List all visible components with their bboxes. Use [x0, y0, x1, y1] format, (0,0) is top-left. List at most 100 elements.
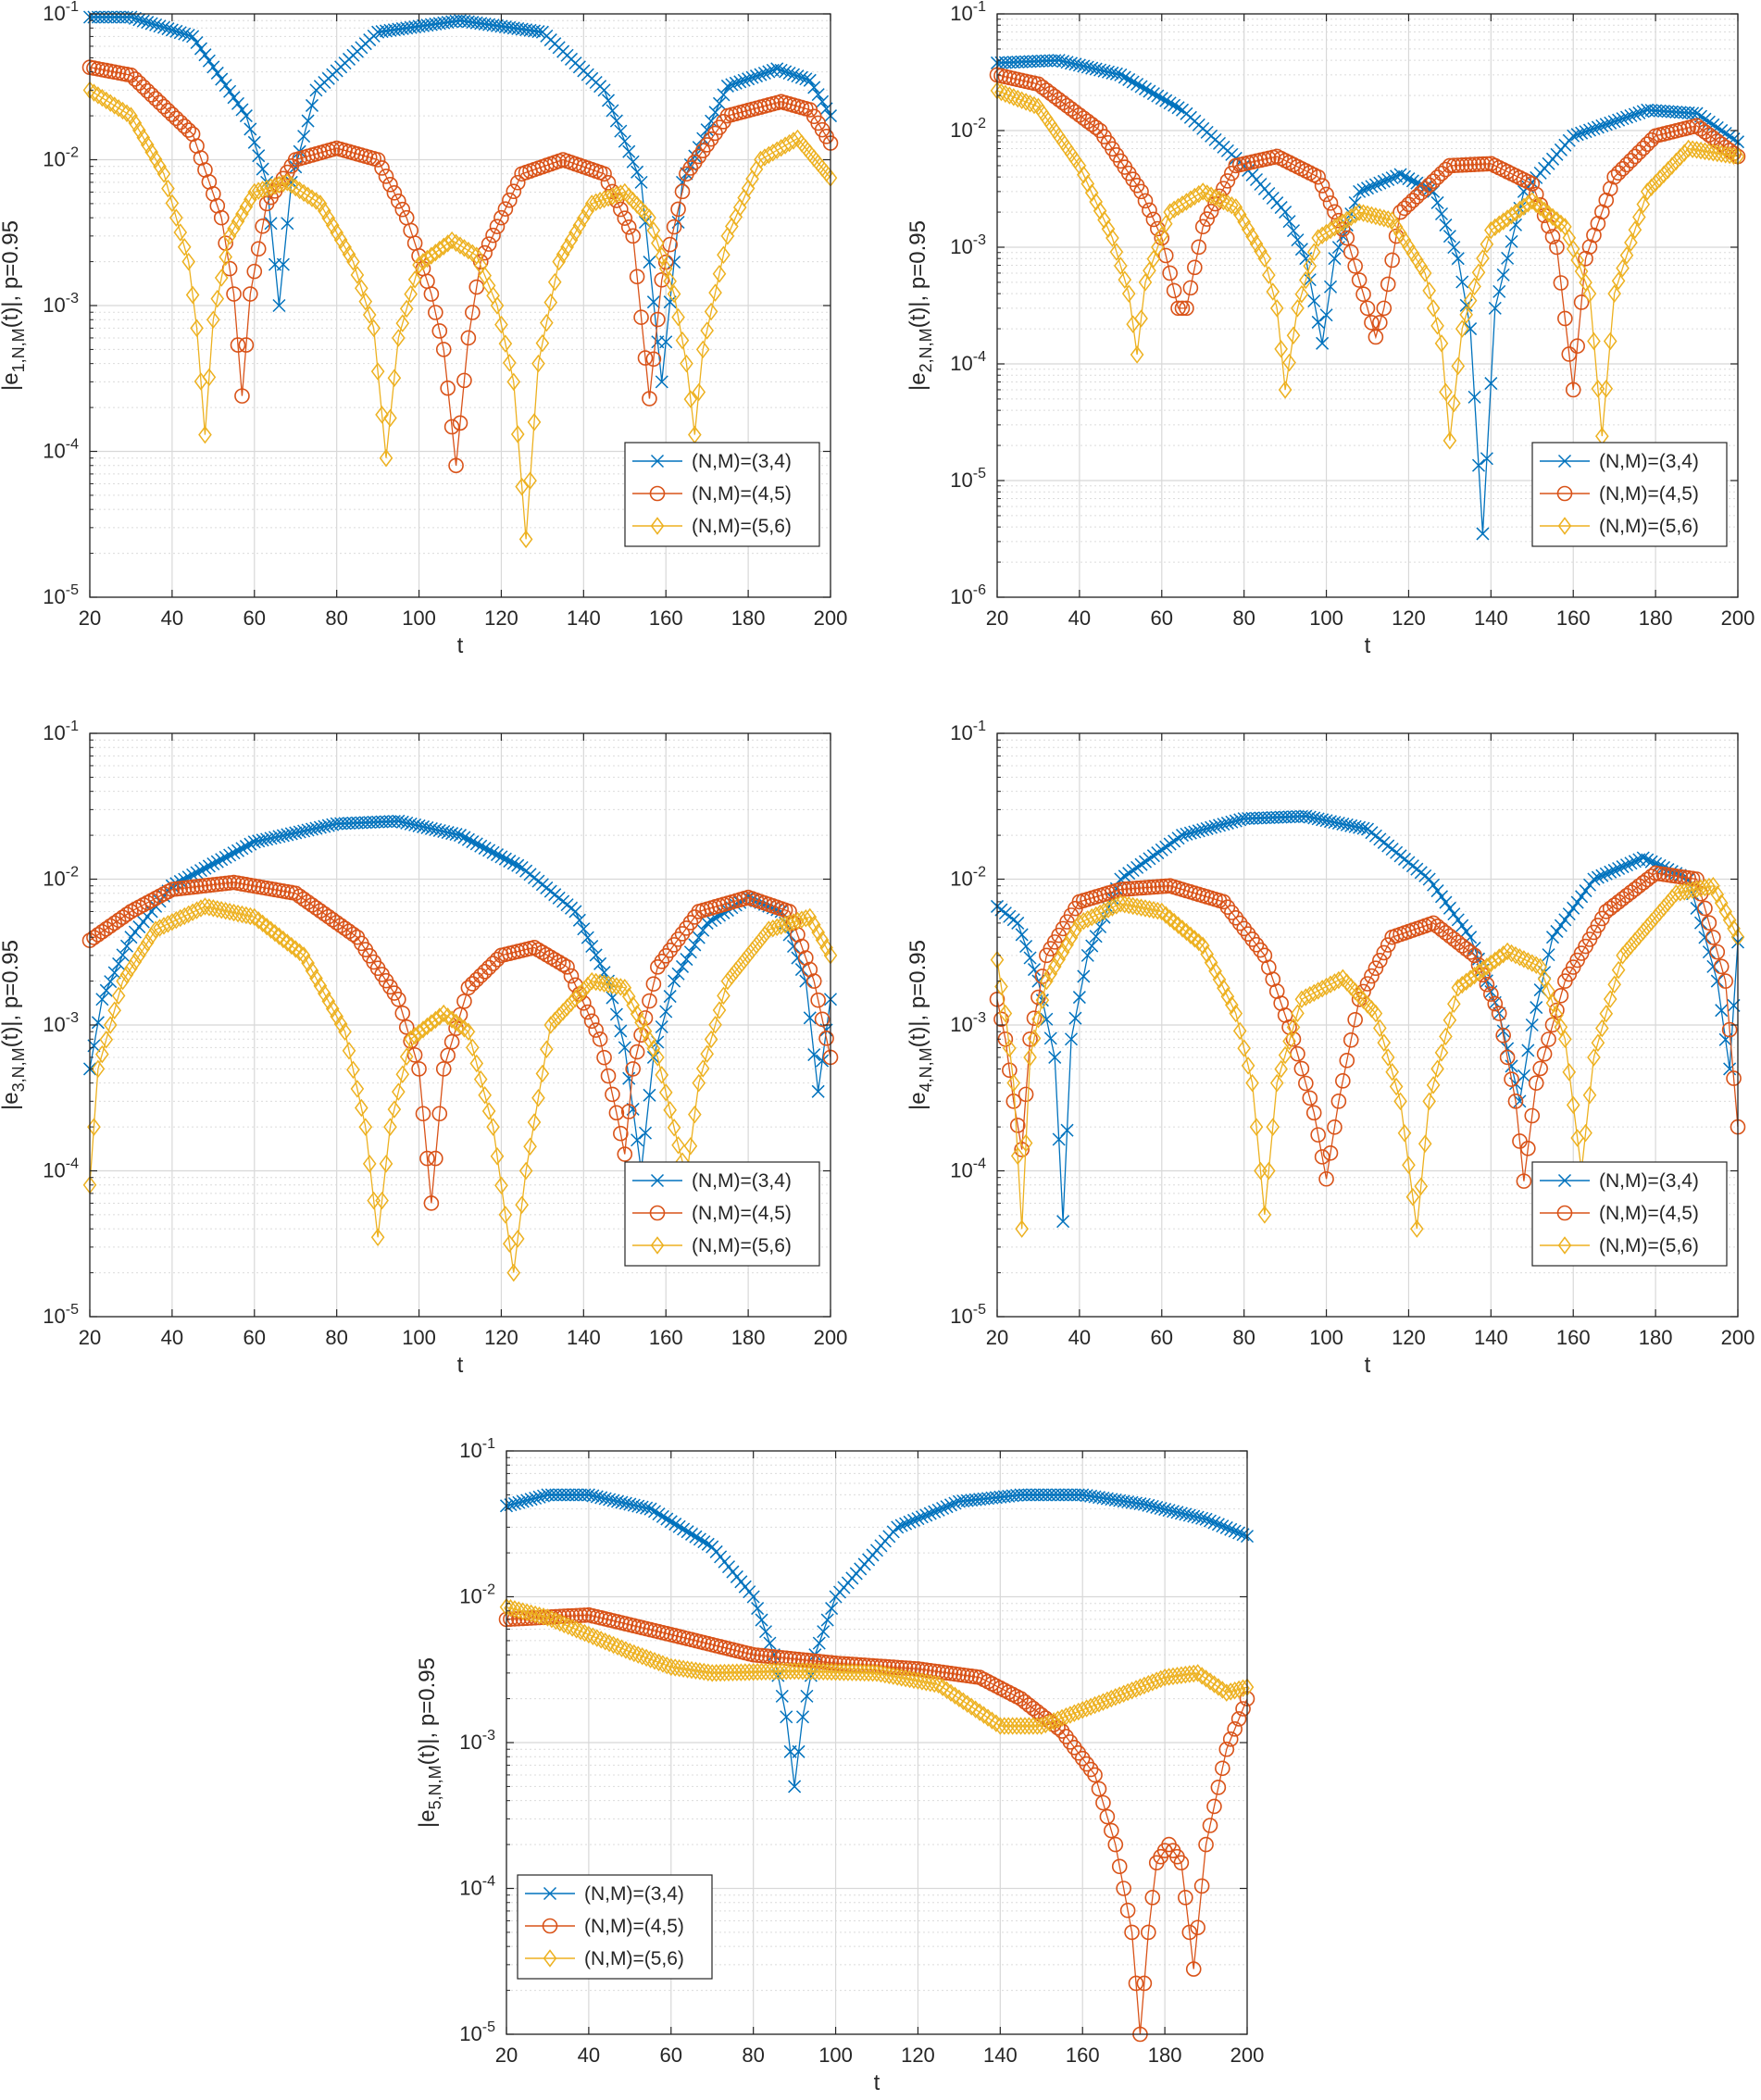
- data-point: [1496, 1024, 1510, 1038]
- data-point: [1632, 927, 1646, 945]
- data-point: [580, 1004, 596, 1020]
- data-point: [1257, 1206, 1272, 1224]
- data-point: [584, 971, 599, 991]
- data-point: [1476, 960, 1490, 979]
- data-point: [420, 1017, 434, 1036]
- x-tick-label: 140: [567, 606, 601, 630]
- data-point: [1208, 819, 1222, 833]
- data-point: [1553, 275, 1569, 291]
- data-point: [1439, 382, 1453, 402]
- data-point: [556, 245, 570, 264]
- data-point: [412, 819, 426, 832]
- data-point: [1558, 1030, 1572, 1049]
- data-point: [794, 1652, 811, 1668]
- data-point: [564, 994, 579, 1013]
- data-point: [1138, 899, 1153, 918]
- data-point: [1355, 286, 1371, 303]
- data-point: [1089, 930, 1103, 944]
- data-point: [977, 1706, 991, 1724]
- data-point: [552, 1006, 566, 1026]
- data-point: [1145, 1673, 1160, 1692]
- x-tick-label: 180: [731, 1326, 766, 1349]
- data-point: [1056, 1215, 1070, 1229]
- data-point: [247, 835, 261, 849]
- data-point: [293, 825, 306, 839]
- data-point: [1612, 113, 1626, 127]
- data-point: [1220, 194, 1235, 213]
- data-point: [1151, 89, 1165, 103]
- data-point: [1475, 156, 1491, 172]
- data-point: [754, 931, 768, 949]
- data-point: [1124, 1924, 1140, 1941]
- data-point: [489, 219, 506, 234]
- data-point: [1079, 1756, 1094, 1772]
- data-point: [309, 969, 323, 988]
- data-point: [1137, 193, 1154, 209]
- data-point: [688, 938, 702, 952]
- data-point: [1119, 1902, 1136, 1919]
- legend-label: (N,M)=(4,5): [1599, 483, 1699, 505]
- data-point: [416, 819, 431, 833]
- legend-item: (N,M)=(5,6): [632, 1235, 792, 1256]
- data-point: [1476, 527, 1490, 541]
- data-point: [1100, 1492, 1114, 1506]
- data-point: [1530, 1001, 1543, 1015]
- data-point: [1046, 1712, 1061, 1731]
- data-point: [503, 855, 517, 869]
- data-point: [379, 1155, 393, 1173]
- data-point: [424, 821, 438, 835]
- data-point: [1109, 67, 1123, 81]
- data-point: [1566, 1095, 1580, 1115]
- data-point: [1216, 894, 1231, 910]
- data-point: [1480, 452, 1493, 466]
- data-point: [300, 894, 316, 910]
- data-point: [1075, 1700, 1090, 1719]
- data-point: [214, 901, 229, 919]
- data-point: [620, 219, 637, 235]
- data-point: [622, 144, 636, 158]
- data-point: [656, 1509, 669, 1523]
- data-point: [1303, 273, 1317, 287]
- data-point: [1138, 855, 1153, 869]
- data-point: [676, 1659, 691, 1679]
- data-point: [235, 842, 249, 856]
- data-point: [468, 971, 485, 988]
- data-point: [643, 1650, 657, 1669]
- data-point: [1339, 230, 1355, 246]
- data-point: [494, 315, 508, 334]
- data-point: [444, 231, 459, 250]
- data-point: [593, 973, 607, 993]
- data-point: [1060, 935, 1074, 955]
- x-tick-label: 40: [161, 606, 183, 630]
- data-point: [597, 83, 611, 97]
- data-point: [128, 953, 143, 971]
- data-point: [1356, 183, 1370, 197]
- data-point: [581, 976, 595, 995]
- data-point: [1269, 299, 1284, 318]
- legend-box: [517, 1874, 713, 1980]
- data-point: [762, 920, 776, 939]
- data-point: [660, 1512, 674, 1526]
- data-point: [700, 916, 714, 930]
- x-tick-label: 180: [1639, 606, 1673, 630]
- data-point: [563, 968, 580, 984]
- data-point: [1249, 234, 1264, 254]
- data-point: [1311, 315, 1325, 329]
- data-point: [1122, 72, 1136, 86]
- data-point: [400, 816, 414, 830]
- data-point: [219, 247, 232, 267]
- data-point: [398, 1019, 415, 1035]
- data-point: [1368, 178, 1382, 192]
- data-point: [219, 850, 232, 864]
- data-point: [144, 927, 158, 945]
- data-point: [1257, 249, 1272, 268]
- data-point: [668, 1517, 682, 1531]
- series-d-3: [82, 81, 838, 549]
- data-point: [825, 1602, 839, 1616]
- data-point: [509, 174, 526, 191]
- series-o-2: [498, 1606, 1255, 2043]
- data-point: [506, 372, 521, 392]
- data-point: [1150, 1500, 1164, 1514]
- data-point: [91, 1016, 105, 1030]
